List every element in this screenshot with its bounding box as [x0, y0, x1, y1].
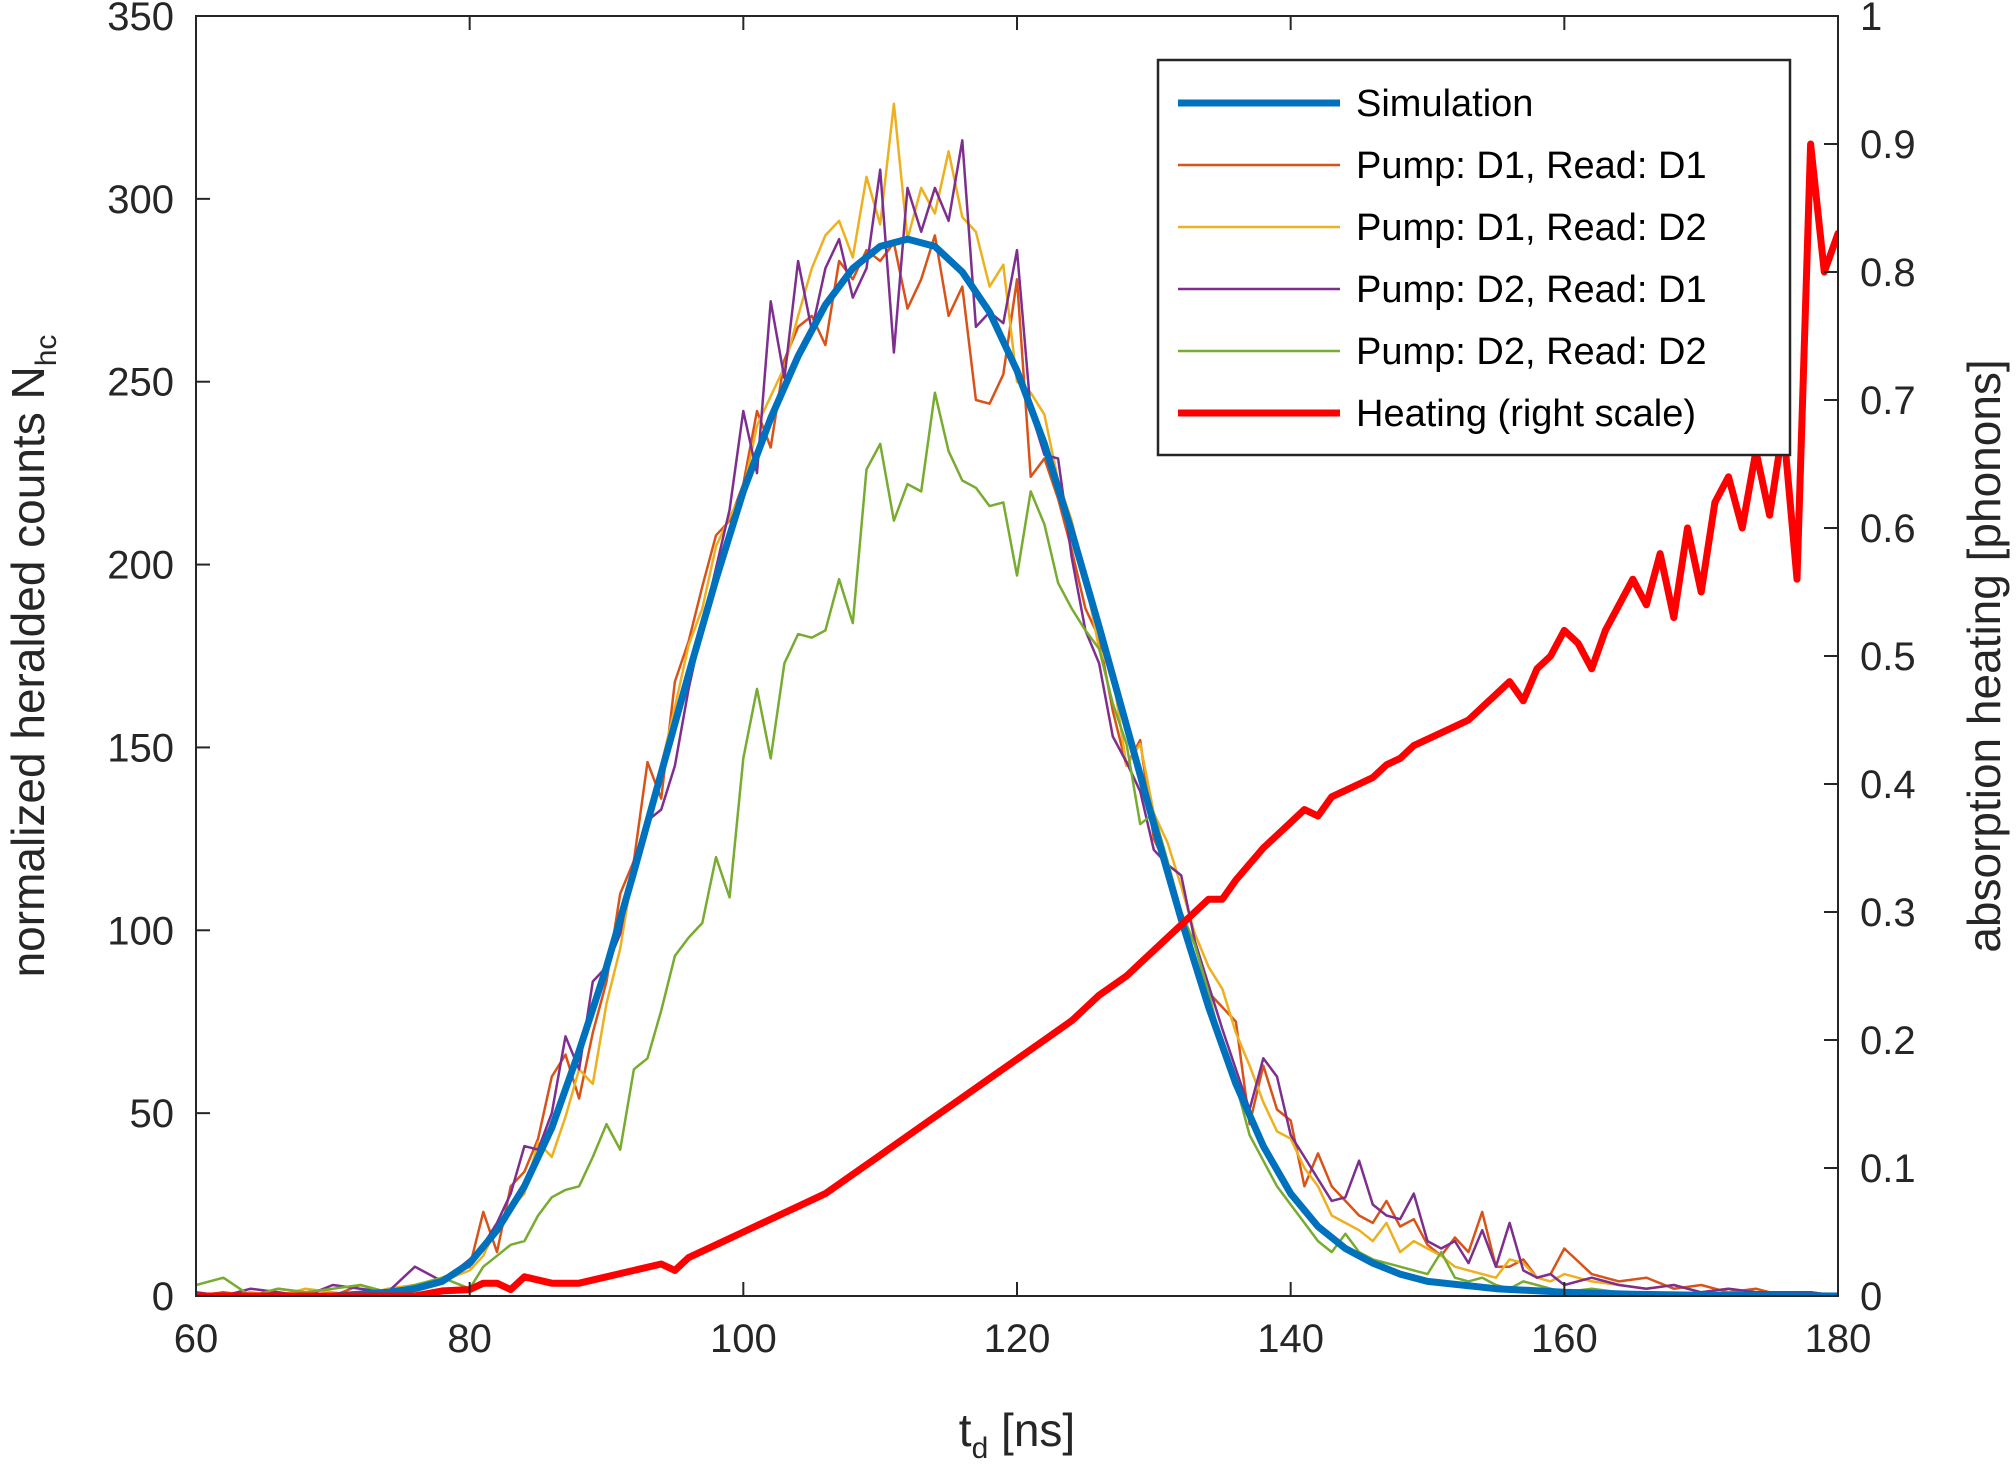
- y-axis-left: 0 50 100 150 200 250 300 350: [107, 0, 210, 1319]
- x-axis: 60 80 100 120 140 160 180: [174, 16, 1872, 1361]
- y-right-tick-label: 0.8: [1860, 251, 1916, 295]
- legend: Simulation Pump: D1, Read: D1 Pump: D1, Re…: [1156, 58, 1792, 457]
- x-axis-title-rest: [ns]: [988, 1404, 1075, 1456]
- x-tick-label: 140: [1257, 1317, 1324, 1361]
- x-tick-label: 100: [710, 1317, 777, 1361]
- x-tick-label: 160: [1531, 1317, 1598, 1361]
- y-axis-right-title: absorption heating [phonons]: [1958, 359, 2010, 952]
- y-axis-right: 0 0.1 0.2 0.3 0.4 0.5 0.6 0.7 0.8 0.9 1: [1824, 0, 1916, 1319]
- series-line-4: [196, 391, 1838, 1296]
- series-line-2: [196, 102, 1838, 1296]
- y-right-tick-label: 0.2: [1860, 1019, 1916, 1063]
- series-line-3: [196, 139, 1838, 1296]
- legend-label-2: Pump: D1, Read: D2: [1356, 207, 1707, 249]
- y-right-tick-label: 0.7: [1860, 379, 1916, 423]
- x-axis-title-main: t: [959, 1404, 972, 1456]
- y-right-tick-label: 0: [1860, 1275, 1882, 1319]
- y-right-tick-label: 0.4: [1860, 763, 1916, 807]
- legend-label-1: Pump: D1, Read: D1: [1356, 145, 1707, 187]
- y-axis-left-title: normalized heralded counts Nhc: [2, 335, 63, 978]
- x-tick-label: 80: [447, 1317, 492, 1361]
- x-axis-title-sub: d: [972, 1432, 989, 1465]
- legend-label-3: Pump: D2, Read: D1: [1356, 269, 1707, 311]
- y-axis-left-title-main: normalized heralded counts N: [2, 366, 54, 977]
- legend-box: [1156, 58, 1792, 457]
- y-left-tick-label: 150: [107, 726, 174, 770]
- x-tick-label: 120: [984, 1317, 1051, 1361]
- y-axis-left-title-sub: hc: [30, 335, 63, 367]
- y-left-tick-label: 250: [107, 361, 174, 405]
- y-left-tick-label: 100: [107, 909, 174, 953]
- y-left-tick-label: 200: [107, 544, 174, 588]
- series-line-0: [196, 235, 1838, 1296]
- x-axis-title: td [ns]: [959, 1404, 1075, 1465]
- y-right-tick-label: 0.3: [1860, 891, 1916, 935]
- y-right-tick-label: 1: [1860, 0, 1882, 39]
- x-tick-label: 180: [1805, 1317, 1872, 1361]
- y-right-tick-label: 0.1: [1860, 1147, 1916, 1191]
- y-left-tick-label: 300: [107, 178, 174, 222]
- y-right-tick-label: 0.5: [1860, 635, 1916, 679]
- y-right-tick-label: 0.6: [1860, 507, 1916, 551]
- y-right-tick-label: 0.9: [1860, 123, 1916, 167]
- y-left-tick-label: 0: [152, 1275, 174, 1319]
- series-layer: [196, 102, 1838, 1296]
- x-tick-label: 60: [174, 1317, 219, 1361]
- legend-label-0: Simulation: [1356, 83, 1533, 125]
- legend-label-5: Heating (right scale): [1356, 393, 1696, 435]
- legend-label-4: Pump: D2, Read: D2: [1356, 331, 1707, 373]
- series-line-5: [196, 140, 1838, 1296]
- y-left-tick-label: 350: [107, 0, 174, 39]
- y-left-tick-label: 50: [130, 1092, 175, 1136]
